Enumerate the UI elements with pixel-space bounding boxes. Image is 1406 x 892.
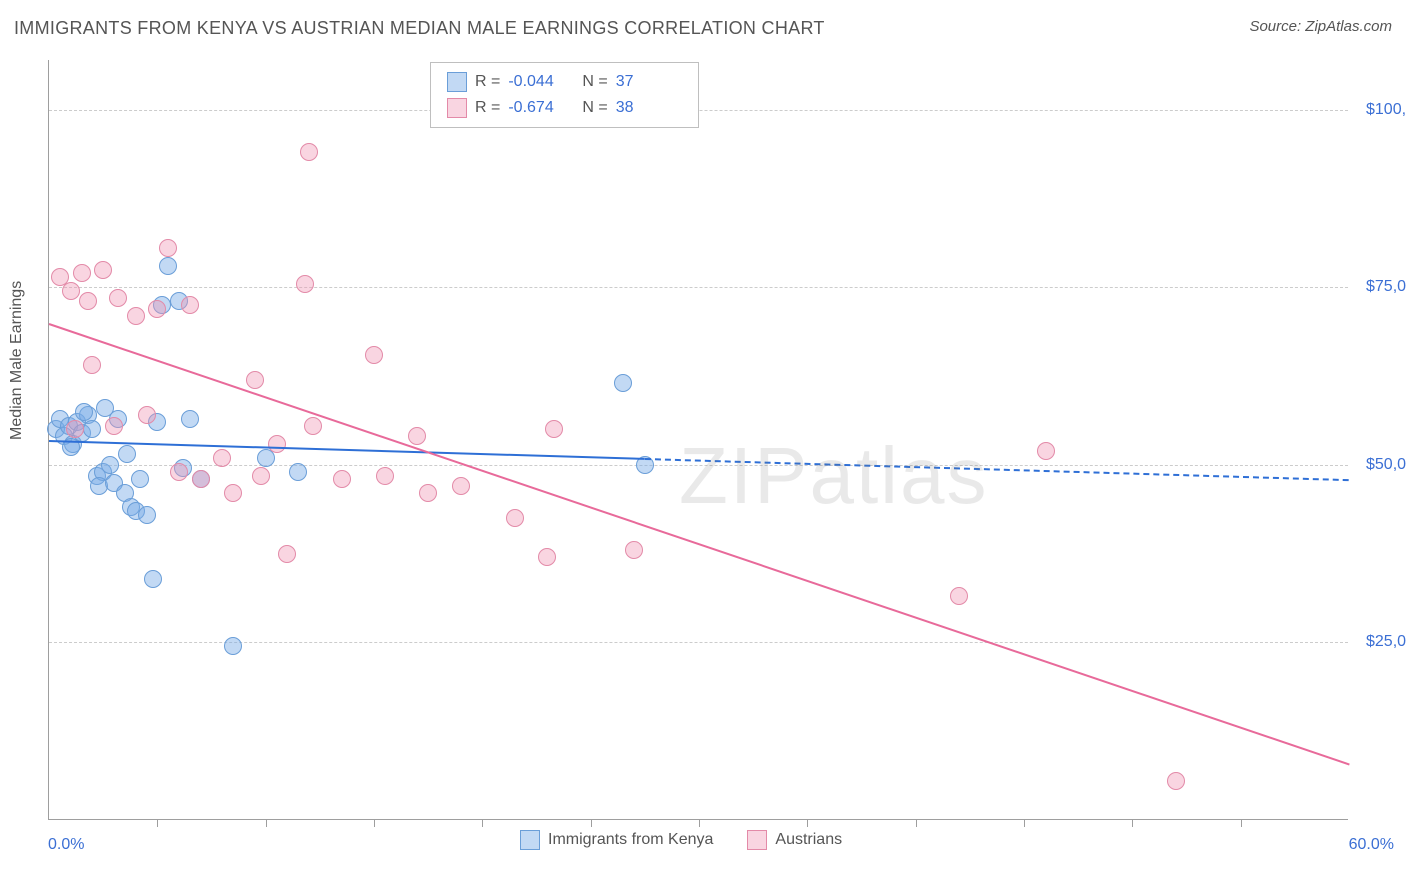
data-point-austria bbox=[83, 356, 101, 374]
data-point-austria bbox=[109, 289, 127, 307]
data-point-austria bbox=[159, 239, 177, 257]
data-point-kenya bbox=[224, 637, 242, 655]
x-tick bbox=[157, 819, 158, 827]
x-tick bbox=[591, 819, 592, 827]
legend-item: Immigrants from Kenya bbox=[520, 830, 713, 850]
watermark-atlas: atlas bbox=[809, 431, 988, 520]
x-axis-max-label: 60.0% bbox=[1349, 836, 1394, 854]
data-point-kenya bbox=[118, 445, 136, 463]
watermark: ZIPatlas bbox=[679, 430, 988, 522]
data-point-austria bbox=[1167, 772, 1185, 790]
data-point-austria bbox=[252, 467, 270, 485]
legend-swatch-icon bbox=[447, 72, 467, 92]
x-tick bbox=[807, 819, 808, 827]
data-point-austria bbox=[181, 296, 199, 314]
legend-r-value: -0.674 bbox=[508, 95, 574, 121]
trend-line bbox=[49, 323, 1350, 765]
data-point-austria bbox=[1037, 442, 1055, 460]
data-point-austria bbox=[278, 545, 296, 563]
data-point-austria bbox=[213, 449, 231, 467]
y-tick-label: $75,000 bbox=[1354, 278, 1406, 296]
data-point-kenya bbox=[101, 456, 119, 474]
data-point-austria bbox=[268, 435, 286, 453]
legend-r-label: R = bbox=[475, 95, 500, 121]
data-point-austria bbox=[419, 484, 437, 502]
data-point-kenya bbox=[131, 470, 149, 488]
x-tick bbox=[1132, 819, 1133, 827]
data-point-austria bbox=[246, 371, 264, 389]
data-point-austria bbox=[224, 484, 242, 502]
data-point-austria bbox=[365, 346, 383, 364]
legend-n-label: N = bbox=[582, 69, 607, 95]
legend-series: Immigrants from Kenya Austrians bbox=[520, 830, 842, 850]
legend-r-label: R = bbox=[475, 69, 500, 95]
data-point-austria bbox=[296, 275, 314, 293]
data-point-austria bbox=[625, 541, 643, 559]
data-point-austria bbox=[192, 470, 210, 488]
legend-swatch-icon bbox=[447, 98, 467, 118]
data-point-austria bbox=[148, 300, 166, 318]
chart-title: IMMIGRANTS FROM KENYA VS AUSTRIAN MEDIAN… bbox=[14, 18, 825, 39]
trend-line bbox=[49, 440, 645, 460]
legend-r-value: -0.044 bbox=[508, 69, 574, 95]
x-tick bbox=[916, 819, 917, 827]
source-label: Source: ZipAtlas.com bbox=[1249, 18, 1392, 35]
legend-row: R = -0.044 N = 37 bbox=[447, 69, 682, 95]
watermark-zip: ZIP bbox=[679, 431, 809, 520]
legend-n-label: N = bbox=[582, 95, 607, 121]
chart-container: IMMIGRANTS FROM KENYA VS AUSTRIAN MEDIAN… bbox=[0, 0, 1406, 892]
data-point-austria bbox=[73, 264, 91, 282]
y-axis-label: Median Male Earnings bbox=[8, 281, 26, 440]
data-point-kenya bbox=[181, 410, 199, 428]
data-point-kenya bbox=[83, 420, 101, 438]
legend-swatch-icon bbox=[747, 830, 767, 850]
data-point-austria bbox=[94, 261, 112, 279]
data-point-kenya bbox=[289, 463, 307, 481]
legend-row: R = -0.674 N = 38 bbox=[447, 95, 682, 121]
x-axis-min-label: 0.0% bbox=[48, 836, 84, 854]
x-tick bbox=[1024, 819, 1025, 827]
data-point-austria bbox=[62, 282, 80, 300]
data-point-austria bbox=[304, 417, 322, 435]
data-point-austria bbox=[170, 463, 188, 481]
x-tick bbox=[1241, 819, 1242, 827]
y-tick-label: $25,000 bbox=[1354, 633, 1406, 651]
data-point-kenya bbox=[75, 403, 93, 421]
data-point-austria bbox=[376, 467, 394, 485]
legend-swatch-icon bbox=[520, 830, 540, 850]
legend-item-label: Immigrants from Kenya bbox=[548, 831, 713, 849]
x-tick bbox=[699, 819, 700, 827]
data-point-austria bbox=[127, 307, 145, 325]
data-point-austria bbox=[300, 143, 318, 161]
gridline bbox=[49, 642, 1348, 643]
data-point-austria bbox=[538, 548, 556, 566]
data-point-kenya bbox=[138, 506, 156, 524]
y-tick-label: $50,000 bbox=[1354, 456, 1406, 474]
data-point-austria bbox=[79, 292, 97, 310]
legend-item-label: Austrians bbox=[775, 831, 842, 849]
data-point-austria bbox=[105, 417, 123, 435]
data-point-austria bbox=[950, 587, 968, 605]
legend-n-value: 37 bbox=[616, 69, 682, 95]
data-point-kenya bbox=[144, 570, 162, 588]
data-point-austria bbox=[545, 420, 563, 438]
data-point-austria bbox=[506, 509, 524, 527]
data-point-austria bbox=[333, 470, 351, 488]
y-tick-label: $100,000 bbox=[1354, 101, 1406, 119]
x-tick bbox=[482, 819, 483, 827]
legend-n-value: 38 bbox=[616, 95, 682, 121]
data-point-austria bbox=[66, 420, 84, 438]
data-point-kenya bbox=[614, 374, 632, 392]
legend-correlation: R = -0.044 N = 37 R = -0.674 N = 38 bbox=[430, 62, 699, 128]
x-tick bbox=[266, 819, 267, 827]
x-tick bbox=[374, 819, 375, 827]
gridline bbox=[49, 287, 1348, 288]
plot-area: ZIPatlas $25,000$50,000$75,000$100,000 bbox=[48, 60, 1348, 820]
legend-item: Austrians bbox=[747, 830, 842, 850]
data-point-austria bbox=[452, 477, 470, 495]
data-point-austria bbox=[408, 427, 426, 445]
data-point-austria bbox=[138, 406, 156, 424]
data-point-kenya bbox=[159, 257, 177, 275]
